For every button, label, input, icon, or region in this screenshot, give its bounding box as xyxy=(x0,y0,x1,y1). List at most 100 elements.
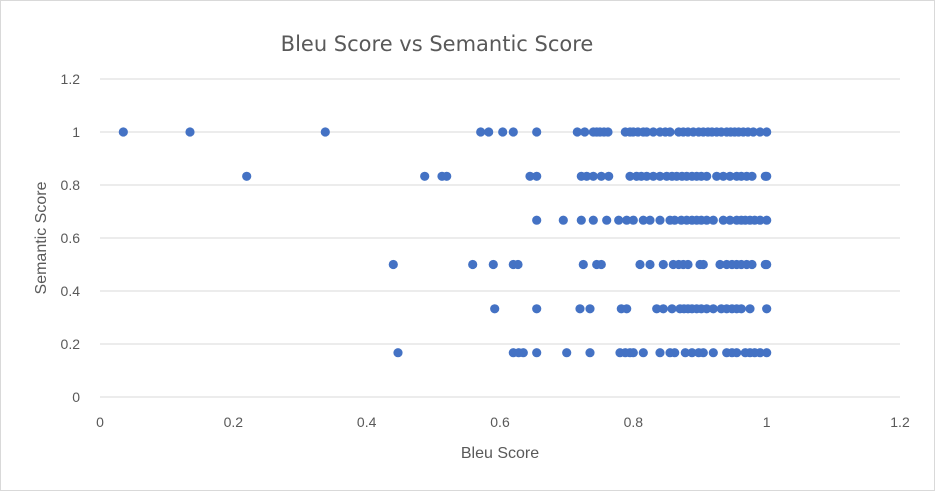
data-point xyxy=(702,215,712,225)
data-point xyxy=(602,215,612,225)
data-point xyxy=(490,304,500,314)
data-point xyxy=(588,215,598,225)
data-point xyxy=(638,215,648,225)
data-point xyxy=(320,127,330,137)
data-point xyxy=(525,171,535,181)
data-point xyxy=(585,348,595,358)
y-tick-label: 0.2 xyxy=(61,336,81,352)
data-point xyxy=(558,215,568,225)
data-point xyxy=(670,215,680,225)
data-point xyxy=(596,259,606,270)
data-point xyxy=(604,171,614,181)
data-point xyxy=(745,304,755,314)
data-point xyxy=(648,171,658,181)
data-point xyxy=(665,127,675,137)
data-point xyxy=(762,171,772,181)
data-point xyxy=(622,304,632,314)
data-point xyxy=(628,348,638,358)
data-point xyxy=(702,171,712,181)
data-point xyxy=(388,259,398,270)
data-point xyxy=(736,304,746,314)
data-point xyxy=(572,127,582,137)
data-point xyxy=(732,348,742,358)
data-point xyxy=(762,304,772,314)
data-point xyxy=(670,348,680,358)
data-point xyxy=(468,259,478,270)
data-point xyxy=(576,215,586,225)
data-point xyxy=(715,259,725,270)
x-tick-label: 0.8 xyxy=(624,414,644,430)
x-tick-label: 0.2 xyxy=(224,414,244,430)
y-tick-label: 0.6 xyxy=(61,230,81,246)
data-point xyxy=(755,127,765,137)
data-point xyxy=(648,127,658,137)
data-point xyxy=(118,127,128,137)
data-point xyxy=(596,171,606,181)
gridlines xyxy=(100,78,900,398)
data-point xyxy=(513,259,523,270)
data-point xyxy=(532,348,542,358)
data-point xyxy=(588,171,598,181)
data-point xyxy=(645,259,655,270)
data-point xyxy=(755,348,765,358)
data-point xyxy=(725,171,735,181)
data-point xyxy=(642,171,652,181)
data-point xyxy=(708,348,718,358)
data-point xyxy=(702,304,712,314)
data-point xyxy=(614,215,624,225)
data-point xyxy=(762,259,772,270)
data-point xyxy=(708,215,718,225)
y-tick-label: 0.8 xyxy=(61,177,81,193)
data-point xyxy=(603,127,613,137)
y-tick-label: 1 xyxy=(72,124,80,140)
x-tick-label: 0.6 xyxy=(490,414,510,430)
y-tick-label: 0 xyxy=(72,389,80,405)
data-point xyxy=(655,171,665,181)
data-point xyxy=(498,127,508,137)
data-point xyxy=(718,215,728,225)
x-axis-ticks: 0 0.2 0.4 0.6 0.8 1 1.2 xyxy=(96,414,910,430)
data-point xyxy=(484,127,494,137)
x-tick-label: 1.2 xyxy=(890,414,910,430)
data-point xyxy=(532,215,542,225)
data-point xyxy=(625,171,635,181)
data-points xyxy=(118,127,772,358)
data-point xyxy=(718,171,728,181)
data-point xyxy=(242,171,252,181)
data-point xyxy=(667,304,677,314)
data-point xyxy=(642,127,652,137)
y-tick-label: 0.4 xyxy=(61,283,81,299)
data-point xyxy=(635,259,645,270)
data-point xyxy=(658,259,668,270)
data-point xyxy=(628,215,638,225)
data-point xyxy=(622,215,632,225)
y-axis-label: Semantic Score xyxy=(33,181,50,294)
data-point xyxy=(582,171,592,181)
data-point xyxy=(748,127,758,137)
data-point xyxy=(532,304,542,314)
data-point xyxy=(698,259,708,270)
y-axis-ticks: 0 0.2 0.4 0.6 0.8 1 1.2 xyxy=(61,71,81,405)
data-point xyxy=(655,348,665,358)
y-tick-label: 1.2 xyxy=(61,71,81,87)
data-point xyxy=(658,304,668,314)
data-point xyxy=(655,215,665,225)
data-point xyxy=(575,304,585,314)
data-point xyxy=(518,348,528,358)
data-point xyxy=(698,348,708,358)
data-point xyxy=(580,127,590,137)
data-point xyxy=(725,215,735,225)
x-axis-label: Bleu Score xyxy=(461,445,539,462)
x-tick-label: 0 xyxy=(96,414,104,430)
data-point xyxy=(755,215,765,225)
data-point xyxy=(585,304,595,314)
data-point xyxy=(683,259,693,270)
data-point xyxy=(476,127,486,137)
data-point xyxy=(762,348,772,358)
data-point xyxy=(393,348,403,358)
data-point xyxy=(185,127,195,137)
x-tick-label: 0.4 xyxy=(357,414,377,430)
data-point xyxy=(508,127,518,137)
data-point xyxy=(638,348,648,358)
